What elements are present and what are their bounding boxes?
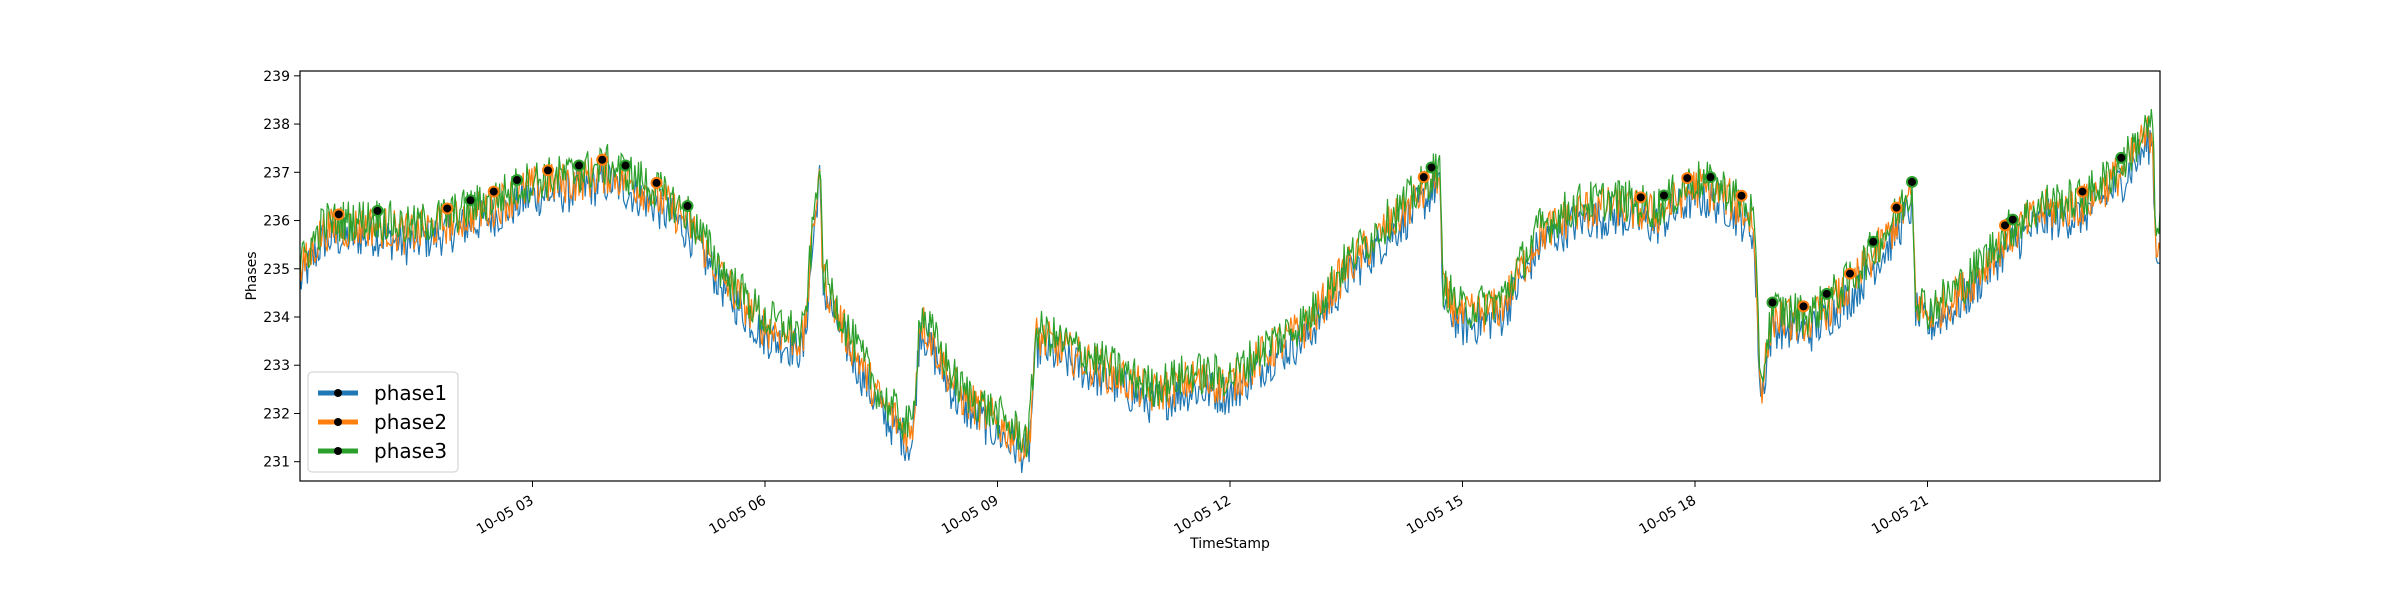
marker-13: [1425, 161, 1438, 174]
marker-8: [596, 153, 609, 166]
line-phase3: [300, 108, 2160, 458]
legend-marker-phase2: [334, 418, 342, 426]
marker-26: [1999, 219, 2011, 232]
marker-16: [1681, 172, 1694, 185]
legend-entry-phase2: phase2: [318, 410, 447, 434]
y-tick-label-236: 236: [263, 214, 290, 230]
y-axis: 231 232 233 234 235 236 237 238 239: [263, 69, 300, 471]
marker-19: [1766, 296, 1779, 309]
marker-21: [1820, 287, 1833, 300]
line-phase1: [300, 123, 2160, 473]
marker-1: [371, 204, 384, 217]
marker-0: [332, 208, 345, 221]
y-tick-label-231: 231: [263, 455, 290, 471]
marker-9: [619, 159, 632, 172]
marker-17: [1704, 171, 1717, 184]
legend-marker-phase3: [334, 447, 342, 455]
y-tick-label-238: 238: [263, 117, 290, 133]
marker-12: [1417, 171, 1430, 184]
legend-entry-phase1: phase1: [318, 381, 447, 405]
y-tick-label-239: 239: [263, 69, 290, 85]
y-axis-title: Phases: [244, 251, 260, 300]
marker-20: [1797, 300, 1810, 313]
marker-24: [1890, 201, 1903, 214]
marker-10: [650, 176, 663, 189]
legend-label-phase2: phase2: [374, 410, 447, 434]
legend-label-phase1: phase1: [374, 381, 447, 405]
y-tick-label-232: 232: [263, 406, 290, 422]
plot-area: [300, 108, 2160, 473]
marker-15: [1658, 189, 1670, 202]
legend-label-phase3: phase3: [374, 439, 447, 463]
marker-11: [681, 200, 694, 213]
marker-22: [1844, 267, 1856, 280]
marker-29: [2115, 151, 2128, 164]
marker-14: [1634, 191, 1647, 204]
legend: phase1 phase2 phase3: [307, 371, 459, 473]
y-tick-label-235: 235: [263, 262, 290, 278]
marker-6: [542, 164, 554, 177]
legend-marker-phase1: [334, 389, 342, 397]
marker-5: [511, 174, 523, 187]
marker-18: [1735, 189, 1748, 202]
marker-2: [441, 202, 454, 215]
x-axis-title: TimeStamp: [1189, 536, 1270, 552]
marker-28: [2076, 185, 2089, 198]
marker-23: [1867, 235, 1880, 248]
marker-7: [573, 159, 585, 172]
y-tick-label-237: 237: [263, 165, 290, 181]
marker-4: [487, 185, 500, 198]
marker-3: [464, 194, 477, 207]
legend-box: [307, 371, 459, 473]
marker-27: [2006, 213, 2019, 226]
legend-entry-phase3: phase3: [318, 439, 447, 463]
marker-25: [1906, 175, 1918, 188]
y-tick-label-233: 233: [263, 358, 290, 374]
y-tick-label-234: 234: [263, 310, 290, 326]
